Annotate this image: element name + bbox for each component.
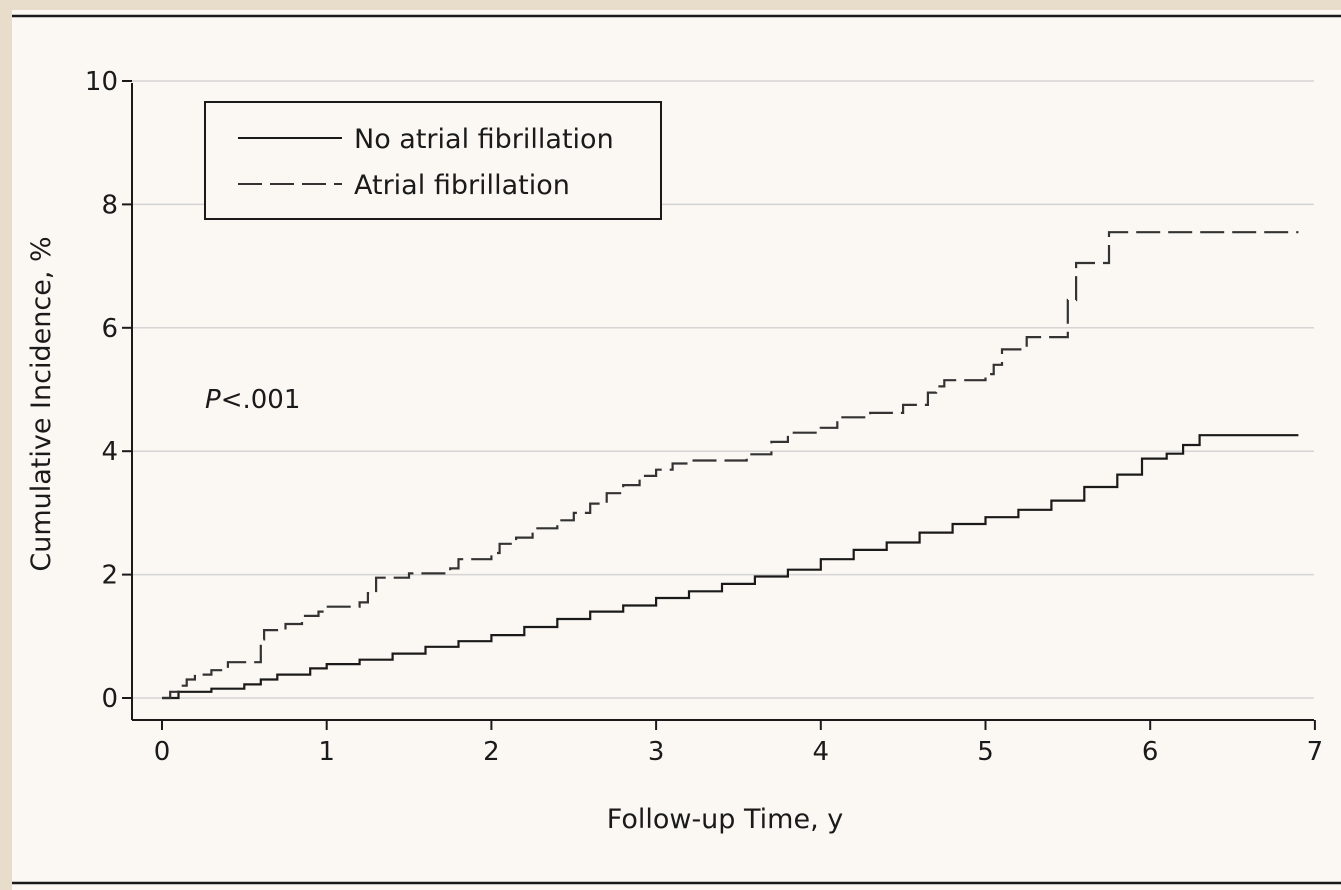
y-tick-label: 2 bbox=[101, 561, 118, 591]
series-line-af bbox=[162, 231, 1299, 700]
x-tick-label: 7 bbox=[1307, 737, 1324, 767]
p-value-text: <.001 bbox=[221, 385, 301, 415]
x-tick-label: 4 bbox=[813, 737, 830, 767]
x-tick-label: 3 bbox=[648, 737, 665, 767]
axes bbox=[131, 83, 1314, 721]
figure-panel: 0 2 4 6 8 10 0 1 2 3 4 5 6 7 Follow-up Time, y Cumula… bbox=[12, 10, 1341, 890]
y-tick-label: 10 bbox=[85, 67, 118, 97]
x-tick-label: 2 bbox=[483, 737, 500, 767]
p-value-annotation: P<.001 bbox=[205, 385, 300, 415]
legend-label-af: Atrial fibrillation bbox=[354, 170, 570, 201]
x-tick-label: 5 bbox=[977, 737, 994, 767]
series-line-no-af bbox=[162, 434, 1299, 700]
legend-box bbox=[204, 101, 662, 220]
y-axis-title: Cumulative Incidence, % bbox=[26, 236, 57, 571]
series-lines bbox=[162, 231, 1299, 700]
y-tick-label: 4 bbox=[101, 437, 118, 467]
ticks: 0 2 4 6 8 10 0 1 2 3 4 5 6 7 bbox=[85, 67, 1323, 767]
legend: No atrial fibrillation Atrial fibrillati… bbox=[204, 101, 662, 220]
p-value-italic: P bbox=[205, 385, 221, 415]
y-tick-label: 6 bbox=[101, 314, 118, 344]
y-tick-label: 8 bbox=[101, 190, 118, 220]
cumulative-incidence-chart: 0 2 4 6 8 10 0 1 2 3 4 5 6 7 Follow-up Time, y Cumula… bbox=[12, 14, 1341, 885]
x-tick-label: 0 bbox=[154, 737, 171, 767]
x-tick-label: 1 bbox=[318, 737, 335, 767]
y-tick-label: 0 bbox=[101, 684, 118, 714]
x-tick-label: 6 bbox=[1142, 737, 1159, 767]
legend-label-no-af: No atrial fibrillation bbox=[354, 124, 614, 155]
x-axis-title: Follow-up Time, y bbox=[607, 804, 844, 835]
